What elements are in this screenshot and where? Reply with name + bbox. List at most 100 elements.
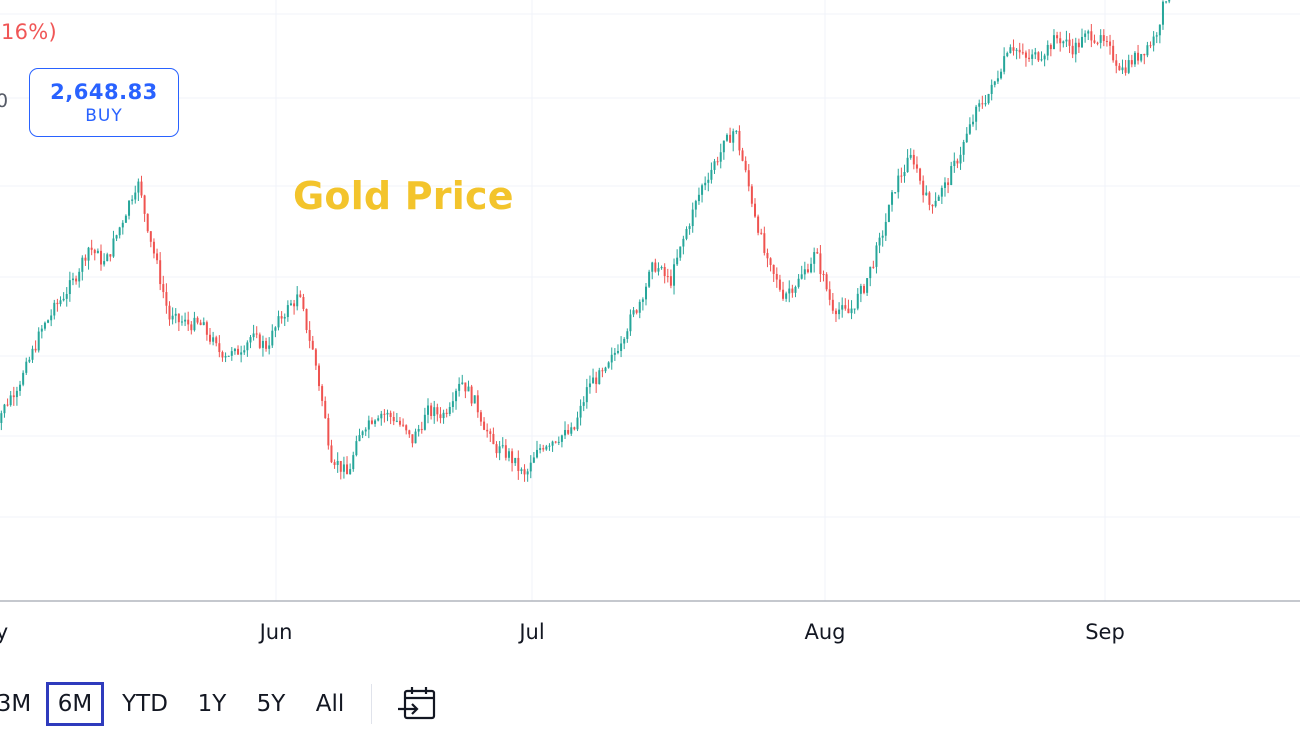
candle-body [972, 121, 974, 125]
candle-body [131, 199, 134, 201]
candle-body [1071, 45, 1074, 55]
candle-body [657, 268, 660, 272]
candle-body [504, 445, 507, 458]
candle-body [1018, 49, 1021, 53]
candle-body [374, 420, 377, 424]
candle-body [227, 355, 230, 357]
grid-lines [0, 0, 1300, 601]
candle-body [741, 150, 744, 161]
range-button-6m[interactable]: 6M [46, 682, 104, 726]
candle-body [822, 274, 825, 276]
candle-body [551, 441, 554, 446]
candle-body [863, 285, 865, 293]
candle-body [0, 413, 3, 423]
candle-body [218, 343, 221, 353]
candle-body [996, 78, 999, 82]
candle-body [1168, 0, 1171, 2]
candle-body [782, 289, 785, 299]
candle-body [1105, 40, 1108, 42]
candle-body [1062, 41, 1065, 44]
candle-body [582, 402, 585, 406]
candle-body [838, 309, 841, 315]
candle-body [588, 383, 591, 388]
x-tick-label-jun: Jun [259, 620, 293, 644]
candle-body [763, 233, 766, 253]
candle-body [931, 204, 934, 207]
candle-body [1052, 35, 1055, 50]
candle-body [831, 299, 834, 311]
candle-body [271, 330, 274, 346]
candle-body [43, 322, 46, 329]
candle-body [299, 294, 302, 298]
candle-body [940, 187, 943, 197]
candle-body [915, 164, 918, 169]
candle-body [1118, 65, 1121, 71]
candle-body [296, 294, 299, 307]
range-button-5y[interactable]: 5Y [256, 691, 286, 717]
candle-body [171, 315, 174, 320]
candle-body [470, 386, 473, 404]
candle-body [523, 469, 526, 475]
candle-body [489, 431, 492, 434]
candle-body [495, 444, 498, 454]
candle-body [697, 194, 700, 202]
candle-body [526, 471, 529, 475]
range-button-3m[interactable]: 3M [0, 691, 32, 717]
candle-body [395, 420, 398, 422]
candle-body [953, 160, 956, 167]
candle-body [464, 382, 467, 392]
candle-body [261, 340, 264, 348]
calendar-goto-icon[interactable] [397, 682, 441, 726]
candle-body [209, 334, 211, 342]
candle-body [754, 203, 756, 217]
candle-body [355, 441, 358, 456]
candle-body [891, 192, 894, 205]
candle-body [255, 333, 258, 335]
candle-body [1037, 52, 1040, 61]
candle-body [78, 271, 81, 282]
candle-body [772, 264, 775, 274]
candle-body [134, 192, 137, 200]
candle-body [834, 310, 837, 315]
candle-body [224, 356, 227, 358]
candle-body [152, 241, 155, 254]
candle-body [370, 420, 373, 424]
candle-body [514, 457, 517, 464]
candle-body [311, 340, 314, 350]
candle-body [676, 257, 679, 265]
candle-body [386, 412, 389, 415]
candle-body [800, 274, 803, 279]
candle-body [722, 140, 725, 153]
candle-body [1146, 45, 1149, 56]
candle-body [557, 441, 560, 443]
candle-body [607, 362, 610, 368]
candle-body [1161, 1, 1164, 25]
candle-body [532, 457, 535, 463]
candle-body [1155, 35, 1158, 37]
candle-body [1140, 53, 1143, 61]
range-button-ytd[interactable]: YTD [122, 691, 168, 717]
candle-body [243, 350, 246, 353]
candle-body [159, 260, 162, 285]
buy-button[interactable]: 2,648.83 BUY [29, 68, 179, 137]
candle-body [1034, 52, 1037, 55]
candle-body [71, 278, 74, 281]
candle-body [352, 455, 355, 470]
candle-body [828, 289, 831, 300]
candle-body [492, 433, 495, 445]
candle-body [433, 407, 436, 416]
range-button-all[interactable]: All [315, 691, 345, 717]
candle-body [411, 434, 414, 444]
candle-body [620, 343, 623, 352]
candle-body [202, 322, 205, 326]
candle-body [645, 286, 647, 300]
candle-body [1152, 36, 1155, 46]
candle-body [710, 169, 713, 180]
candle-body [725, 134, 728, 141]
candle-body [990, 84, 993, 94]
toolbar-divider [371, 684, 372, 724]
range-button-1y[interactable]: 1Y [197, 691, 227, 717]
candle-body [1115, 60, 1118, 66]
candle-body [9, 395, 12, 406]
